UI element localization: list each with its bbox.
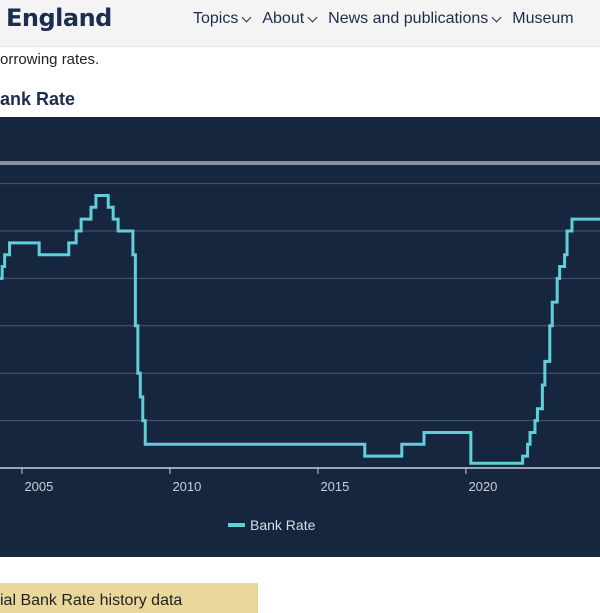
intro-text: orrowing rates. (0, 51, 100, 68)
nav-label: Museum (512, 10, 574, 27)
x-tick-label: 2010 (172, 479, 201, 494)
bank-rate-history-link[interactable]: ial Bank Rate history data (0, 583, 258, 613)
nav-museum[interactable]: Museum (512, 10, 573, 28)
chart-svg: 2005 2010 2015 2020 Bank Rate (0, 161, 600, 533)
site-header: England Topics About News and publicatio… (0, 0, 600, 47)
chevron-down-icon (491, 12, 502, 22)
chart-heading: ank Rate (0, 89, 76, 109)
x-tick-label: 2020 (468, 479, 497, 494)
callout-text: ial Bank Rate history data (0, 592, 183, 609)
chevron-down-icon (307, 12, 318, 22)
x-tick-label: 2005 (24, 479, 53, 494)
chevron-down-icon (241, 12, 252, 22)
legend[interactable]: Bank Rate (228, 517, 316, 533)
nav-label: About (262, 10, 305, 27)
nav-news-and-publications[interactable]: News and publications (328, 10, 502, 28)
x-tick-label: 2015 (320, 479, 349, 494)
bank-rate-chart: 2005 2010 2015 2020 Bank Rate (0, 117, 600, 557)
nav-topics[interactable]: Topics (193, 10, 252, 28)
main-nav: Topics About News and publications Museu… (193, 10, 574, 28)
nav-label: Topics (193, 10, 239, 27)
site-logo[interactable]: England (6, 4, 112, 32)
nav-about[interactable]: About (262, 10, 318, 28)
legend-label: Bank Rate (250, 517, 316, 533)
nav-label: News and publications (328, 10, 489, 27)
series-line-bank-rate (0, 193, 600, 465)
